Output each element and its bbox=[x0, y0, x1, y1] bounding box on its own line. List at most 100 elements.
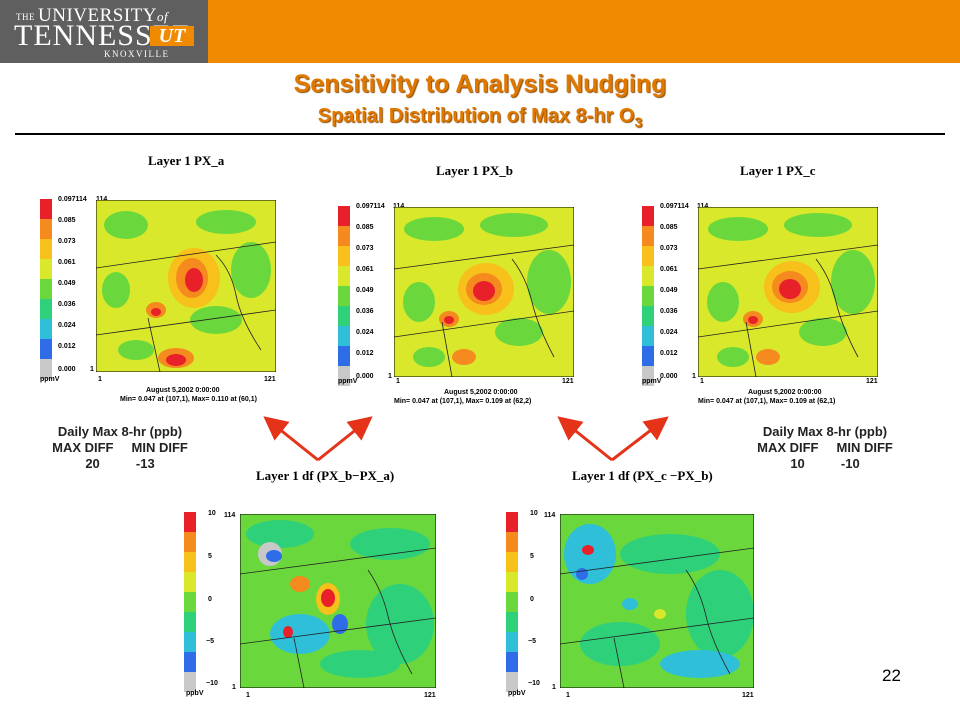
tick-label: 5 bbox=[530, 553, 534, 560]
stats-right: Daily Max 8-hr (ppb) MAX DIFF MIN DIFF 1… bbox=[730, 424, 920, 472]
tick-label: 0.085 bbox=[660, 224, 678, 231]
axis-label-xright: 121 bbox=[424, 692, 436, 699]
tick-label: 5 bbox=[208, 553, 212, 560]
tick-label: −10 bbox=[528, 680, 540, 687]
tick-label: 0.049 bbox=[58, 280, 76, 287]
stats-left-headers: MAX DIFF MIN DIFF bbox=[52, 440, 188, 455]
tick-label: 0.024 bbox=[356, 329, 374, 336]
axis-label-xleft: 1 bbox=[98, 376, 102, 383]
axis-label-xright: 121 bbox=[562, 378, 574, 385]
axis-label-xright: 121 bbox=[866, 378, 878, 385]
colorbar-px-a bbox=[40, 199, 52, 379]
stats-right-label: Daily Max 8-hr (ppb) bbox=[762, 424, 888, 439]
map-minmax: Min= 0.047 at (107,1), Max= 0.110 at (60… bbox=[120, 396, 257, 403]
axis-label-ybot: 1 bbox=[388, 373, 392, 380]
slide-title: Sensitivity to Analysis Nudging bbox=[293, 70, 667, 98]
tick-label: 0.097114 bbox=[660, 203, 689, 210]
tick-label: 0.061 bbox=[660, 266, 678, 273]
unit-label: ppbV bbox=[186, 690, 204, 697]
map-date: August 5,2002 0:00:00 bbox=[146, 387, 220, 394]
tick-label: 0 bbox=[208, 596, 212, 603]
panel-title-diff-cb: Layer 1 df (PX_c −PX_b) bbox=[572, 468, 713, 483]
tick-label: 0.097114 bbox=[356, 203, 385, 210]
arrow-left-b bbox=[317, 416, 373, 462]
tick-label: 0.061 bbox=[58, 259, 76, 266]
axis-label-ytop: 114 bbox=[544, 512, 556, 519]
stats-left-label: Daily Max 8-hr (ppb) bbox=[57, 424, 183, 439]
tick-label: 0.036 bbox=[58, 301, 76, 308]
axis-label-ybot: 1 bbox=[552, 684, 556, 691]
axis-label-xright: 121 bbox=[742, 692, 754, 699]
colorbar-diff-ba bbox=[184, 512, 196, 692]
tick-label: 0.012 bbox=[660, 350, 678, 357]
tick-label: 0.085 bbox=[58, 217, 76, 224]
tick-label: 10 bbox=[208, 510, 216, 517]
axis-label-xleft: 1 bbox=[700, 378, 704, 385]
tick-label: 0.049 bbox=[356, 287, 374, 294]
panel-title-px-b: Layer 1 PX_b bbox=[436, 163, 514, 178]
tick-label: 0.036 bbox=[356, 308, 374, 315]
panel-title-px-a: Layer 1 PX_a bbox=[148, 153, 225, 168]
tick-label: 0.073 bbox=[356, 245, 374, 252]
tick-label: 0.097114 bbox=[58, 196, 87, 203]
axis-label-xleft: 1 bbox=[396, 378, 400, 385]
stats-left: Daily Max 8-hr (ppb) MAX DIFF MIN DIFF 2… bbox=[28, 424, 212, 472]
tick-label: 0.012 bbox=[356, 350, 374, 357]
axis-label-ytop: 114 bbox=[224, 512, 236, 519]
tick-label: 10 bbox=[530, 510, 538, 517]
unit-label: ppmV bbox=[40, 376, 60, 383]
logo-the: THE bbox=[16, 12, 35, 22]
stats-left-values: 20 -13 bbox=[85, 456, 155, 471]
map-date: August 5,2002 0:00:00 bbox=[748, 389, 822, 396]
tick-label: −5 bbox=[206, 638, 214, 645]
arrow-right-c bbox=[611, 416, 669, 462]
panel-title-px-c: Layer 1 PX_c bbox=[740, 163, 816, 178]
tick-label: 0.000 bbox=[660, 373, 678, 380]
page-number: 22 bbox=[882, 666, 901, 685]
tick-label: −5 bbox=[528, 638, 536, 645]
map-date: August 5,2002 0:00:00 bbox=[444, 389, 518, 396]
tick-label: 0.061 bbox=[356, 266, 374, 273]
stats-right-values: 10 -10 bbox=[790, 456, 860, 471]
colorbar-px-c bbox=[642, 206, 654, 386]
axis-label-ybot: 1 bbox=[90, 366, 94, 373]
logo-ut-mark: UT bbox=[150, 26, 194, 46]
tick-label: 0.036 bbox=[660, 308, 678, 315]
tick-label: 0.049 bbox=[660, 287, 678, 294]
tick-label: 0.085 bbox=[356, 224, 374, 231]
unit-label: ppbV bbox=[508, 690, 526, 697]
axis-label-xleft: 1 bbox=[566, 692, 570, 699]
axis-label-ybot: 1 bbox=[692, 373, 696, 380]
diff-map-cb bbox=[560, 514, 754, 688]
university-logo: THE UNIVERSITYof TENNESSEE UT KNOXVILLE bbox=[0, 0, 208, 63]
map-minmax: Min= 0.047 at (107,1), Max= 0.109 at (62… bbox=[394, 398, 532, 405]
diff-map-ba bbox=[240, 514, 436, 688]
map-minmax: Min= 0.047 at (107,1), Max= 0.109 at (62… bbox=[698, 398, 836, 405]
axis-label-xright: 121 bbox=[264, 376, 276, 383]
panel-title-diff-ba: Layer 1 df (PX_b−PX_a) bbox=[256, 468, 395, 483]
tick-label: 0.024 bbox=[58, 322, 76, 329]
unit-label: ppmV bbox=[642, 378, 662, 385]
ozone-map-px-a bbox=[96, 200, 276, 372]
arrow-left-a bbox=[263, 416, 319, 462]
logo-university: UNIVERSITYof bbox=[38, 5, 169, 26]
ozone-map-px-c bbox=[698, 207, 878, 377]
tick-label: 0.000 bbox=[58, 366, 76, 373]
tick-label: 0.073 bbox=[660, 245, 678, 252]
tick-label: 0.024 bbox=[660, 329, 678, 336]
axis-label-xleft: 1 bbox=[246, 692, 250, 699]
axis-label-ybot: 1 bbox=[232, 684, 236, 691]
stats-right-headers: MAX DIFF MIN DIFF bbox=[757, 440, 893, 455]
tick-label: 0 bbox=[530, 596, 534, 603]
tick-label: 0.073 bbox=[58, 238, 76, 245]
unit-label: ppmV bbox=[338, 378, 358, 385]
arrow-right-b bbox=[557, 416, 613, 462]
tick-label: 0.000 bbox=[356, 373, 374, 380]
tick-label: 0.012 bbox=[58, 343, 76, 350]
colorbar-px-b bbox=[338, 206, 350, 386]
slide-subtitle: Spatial Distribution of Max 8-hr O3 bbox=[317, 105, 643, 130]
ozone-map-px-b bbox=[394, 207, 574, 377]
title-divider bbox=[15, 133, 945, 135]
logo-knoxville: KNOXVILLE bbox=[104, 49, 170, 59]
